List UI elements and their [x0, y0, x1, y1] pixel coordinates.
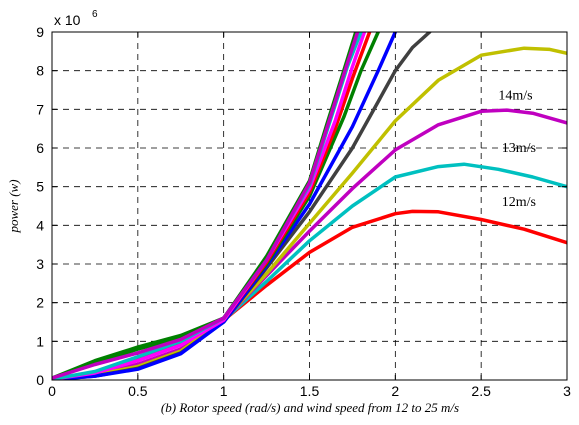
y-tick-label: 7 — [36, 101, 44, 117]
annotation-1: 14m/s — [498, 89, 532, 104]
annotations: 14m/s 13m/s 12m/s — [498, 89, 536, 210]
x-tick-label: 2 — [391, 383, 399, 399]
x-tick-label: 1.5 — [300, 383, 320, 399]
y-tick-label: 1 — [36, 333, 44, 349]
series-group — [52, 32, 567, 380]
x-tick-label: 2.5 — [471, 383, 491, 399]
series-line-12 — [52, 32, 360, 380]
y-tick-label: 3 — [36, 256, 44, 272]
y-exponent-superscript: 6 — [92, 9, 98, 20]
y-exponent-label: x 10 — [54, 12, 81, 28]
x-tick-label: 0.5 — [128, 383, 148, 399]
x-axis-label: (b) Rotor speed (rad/s) and wind speed f… — [161, 400, 459, 415]
series-line-4 — [52, 46, 567, 380]
y-tick-label: 2 — [36, 295, 44, 311]
x-tick-label: 0 — [48, 383, 56, 399]
y-tick-label: 6 — [36, 140, 44, 156]
series-line-3 — [52, 108, 567, 380]
annotation-3: 12m/s — [502, 195, 536, 210]
x-tick-label: 1 — [220, 383, 228, 399]
ticks: 0 0.5 1 1.5 2 2.5 3 0 1 2 3 4 5 6 7 8 9 — [36, 24, 571, 399]
y-tick-label: 8 — [36, 63, 44, 79]
x-tick-label: 3 — [563, 383, 571, 399]
annotation-2: 13m/s — [502, 141, 536, 156]
y-tick-label: 0 — [36, 372, 44, 388]
y-tick-label: 4 — [36, 217, 44, 233]
y-tick-label: 9 — [36, 24, 44, 40]
y-axis-label: power (w) — [6, 179, 21, 233]
y-tick-label: 5 — [36, 179, 44, 195]
